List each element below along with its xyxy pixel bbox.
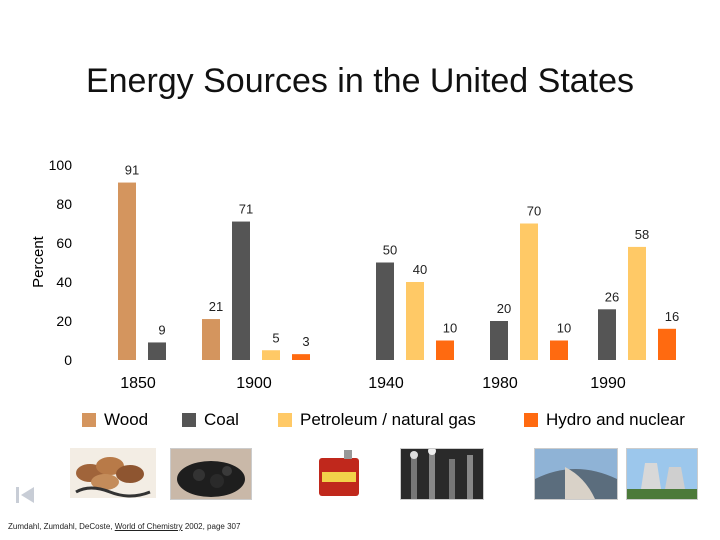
x-tick-label: 1940	[368, 375, 404, 392]
bar-petroleum-natural-gas-1990	[628, 246, 646, 360]
coal-image	[170, 448, 252, 500]
x-tick-label: 1850	[120, 375, 156, 392]
bar-coal-1990	[598, 309, 616, 360]
citation-page: 2002, page 307	[182, 522, 241, 531]
bar-chart: 0 20 40 60 80 100 Percent 91 21 9 71 50 20 26 5 40 70 58 3…	[30, 157, 679, 392]
data-label: 40	[413, 262, 427, 277]
skip-back-icon[interactable]	[14, 484, 36, 506]
data-label: 91	[125, 163, 139, 178]
legend-label-wood: Wood	[104, 410, 149, 429]
data-label: 9	[158, 322, 165, 337]
legend: Wood Coal Petroleum / natural gas Hydro …	[0, 410, 720, 440]
x-tick-label: 1980	[482, 375, 518, 392]
y-tick-label: 60	[56, 235, 72, 251]
legend-label-coal: Coal	[204, 410, 239, 429]
bar-petroleum-natural-gas-1900	[262, 350, 280, 360]
legend-label-hydro: Hydro and nuclear	[546, 410, 685, 429]
citation: Zumdahl, Zumdahl, DeCoste, World of Chem…	[8, 522, 240, 531]
smokestacks-image	[400, 448, 484, 500]
bar-coal-1980	[490, 321, 508, 360]
data-label: 26	[605, 289, 619, 304]
citation-book: World of Chemistry	[114, 522, 183, 531]
bar-coal-1940	[376, 262, 394, 360]
x-tick-label: 1900	[236, 375, 272, 392]
bar-coal-1900	[232, 221, 250, 360]
y-tick-label: 100	[49, 157, 73, 173]
data-label: 70	[527, 204, 541, 219]
y-tick-label: 80	[56, 196, 72, 212]
bar-hydro-and-nuclear-1990	[658, 328, 676, 360]
x-tick-label: 1990	[590, 375, 626, 392]
legend-swatch-wood	[82, 413, 96, 427]
bar-coal-1850	[148, 342, 166, 360]
legend-item-petroleum: Petroleum / natural gas	[278, 410, 476, 430]
data-label: 10	[557, 321, 571, 336]
data-label: 20	[497, 301, 511, 316]
chart-title: Energy Sources in the United States	[85, 62, 635, 100]
legend-item-coal: Coal	[182, 410, 239, 430]
citation-authors: Zumdahl, Zumdahl, DeCoste,	[8, 522, 115, 531]
legend-swatch-petroleum	[278, 413, 292, 427]
data-label: 3	[302, 334, 309, 349]
legend-item-wood: Wood	[82, 410, 148, 430]
data-label: 5	[272, 330, 279, 345]
bar-petroleum-natural-gas-1940	[406, 282, 424, 360]
wood-image	[70, 448, 156, 498]
y-tick-label: 40	[56, 274, 72, 290]
legend-item-hydro: Hydro and nuclear	[524, 410, 685, 430]
legend-swatch-coal	[182, 413, 196, 427]
bar-hydro-and-nuclear-1940	[436, 340, 454, 360]
bar-wood-1900	[202, 319, 220, 360]
y-tick-label: 20	[56, 313, 72, 329]
y-tick-label: 0	[64, 352, 72, 368]
data-label: 71	[239, 202, 253, 217]
dam-image	[534, 448, 618, 500]
bar-wood-1850	[118, 182, 136, 360]
data-label: 16	[665, 309, 679, 324]
gasoline-image	[314, 448, 364, 498]
data-label: 10	[443, 321, 457, 336]
bar-petroleum-natural-gas-1980	[520, 223, 538, 360]
legend-label-petroleum: Petroleum / natural gas	[300, 410, 476, 429]
bar-hydro-and-nuclear-1980	[550, 340, 568, 360]
data-label: 50	[383, 243, 397, 258]
nuclear-image	[626, 448, 698, 500]
legend-swatch-hydro	[524, 413, 538, 427]
bar-hydro-and-nuclear-1900	[292, 354, 310, 360]
y-axis-label: Percent	[30, 235, 47, 288]
data-label: 58	[635, 227, 649, 242]
data-label: 21	[209, 299, 223, 314]
